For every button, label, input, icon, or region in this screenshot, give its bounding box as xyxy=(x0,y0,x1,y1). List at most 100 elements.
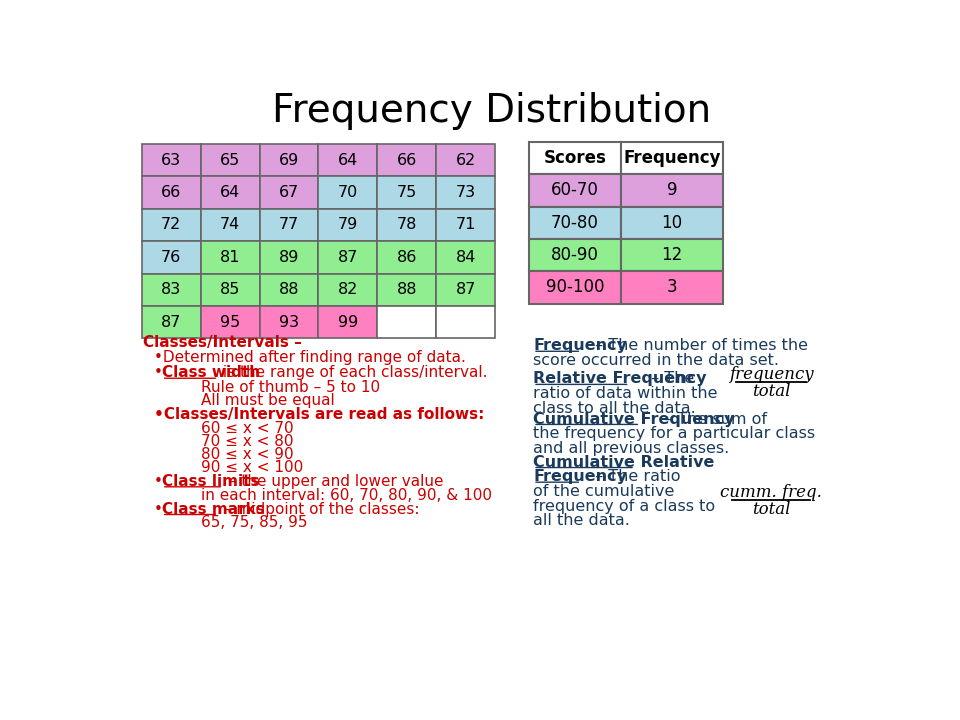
Text: is the range of each class/interval.: is the range of each class/interval. xyxy=(218,365,487,380)
Text: 65: 65 xyxy=(220,153,240,168)
Text: 87: 87 xyxy=(455,282,476,297)
Text: Frequency: Frequency xyxy=(533,338,627,354)
Text: 95: 95 xyxy=(220,315,240,330)
Text: Class width: Class width xyxy=(162,365,260,380)
Text: 80-90: 80-90 xyxy=(551,246,599,264)
Text: 82: 82 xyxy=(338,282,358,297)
Bar xyxy=(201,306,259,338)
Text: Scores: Scores xyxy=(543,149,607,167)
Text: 84: 84 xyxy=(455,250,476,265)
Text: – The: – The xyxy=(646,372,694,387)
Text: 85: 85 xyxy=(220,282,240,297)
Bar xyxy=(377,144,436,176)
Text: 86: 86 xyxy=(396,250,417,265)
Bar xyxy=(377,209,436,241)
Bar xyxy=(259,241,319,274)
Text: •: • xyxy=(155,365,163,380)
Text: 83: 83 xyxy=(161,282,181,297)
Text: and all previous classes.: and all previous classes. xyxy=(533,441,730,456)
Text: 76: 76 xyxy=(161,250,181,265)
Bar xyxy=(319,306,377,338)
Bar xyxy=(621,239,723,271)
Bar xyxy=(259,306,319,338)
Text: 69: 69 xyxy=(278,153,300,168)
Bar xyxy=(259,274,319,306)
Text: 70-80: 70-80 xyxy=(551,214,599,232)
Text: Cumulative Relative: Cumulative Relative xyxy=(533,454,714,469)
Text: total: total xyxy=(752,383,790,400)
Text: 88: 88 xyxy=(396,282,417,297)
Text: 72: 72 xyxy=(161,217,181,233)
Text: Relative Frequency: Relative Frequency xyxy=(533,372,707,387)
Bar xyxy=(201,241,259,274)
Text: 74: 74 xyxy=(220,217,240,233)
Bar xyxy=(377,241,436,274)
Text: •Classes/Intervals are read as follows:: •Classes/Intervals are read as follows: xyxy=(155,407,485,422)
Text: 60-70: 60-70 xyxy=(551,181,599,199)
Bar xyxy=(201,274,259,306)
Text: 75: 75 xyxy=(396,185,417,200)
Text: 3: 3 xyxy=(666,279,677,297)
Text: the frequency for a particular class: the frequency for a particular class xyxy=(533,426,815,441)
Text: 87: 87 xyxy=(161,315,181,330)
Text: 81: 81 xyxy=(220,250,240,265)
Text: 78: 78 xyxy=(396,217,417,233)
Bar xyxy=(436,176,495,209)
Text: Frequency: Frequency xyxy=(623,149,721,167)
Text: frequency: frequency xyxy=(729,366,813,383)
Text: 63: 63 xyxy=(161,153,181,168)
Bar xyxy=(201,209,259,241)
Text: 93: 93 xyxy=(279,315,299,330)
Bar xyxy=(436,274,495,306)
Bar xyxy=(319,144,377,176)
Bar xyxy=(436,209,495,241)
Text: – The number of times the: – The number of times the xyxy=(589,338,807,354)
Bar xyxy=(201,176,259,209)
Bar xyxy=(319,209,377,241)
Bar xyxy=(142,306,201,338)
Bar xyxy=(529,271,621,304)
Text: ratio of data within the: ratio of data within the xyxy=(533,386,717,401)
Text: Class marks: Class marks xyxy=(162,502,265,517)
Bar xyxy=(259,176,319,209)
Text: cumm. freq.: cumm. freq. xyxy=(720,484,822,500)
Bar xyxy=(529,142,621,174)
Text: – The ratio: – The ratio xyxy=(590,469,681,485)
Text: Cumulative Frequency: Cumulative Frequency xyxy=(533,412,734,426)
Text: 62: 62 xyxy=(456,153,476,168)
Text: Classes/Intervals –: Classes/Intervals – xyxy=(143,335,302,349)
Text: 88: 88 xyxy=(278,282,300,297)
Text: – The sum of: – The sum of xyxy=(659,412,767,426)
Text: 12: 12 xyxy=(661,246,683,264)
Bar xyxy=(377,306,436,338)
Text: Frequency: Frequency xyxy=(533,469,627,485)
Text: •: • xyxy=(155,474,163,489)
Text: 71: 71 xyxy=(455,217,476,233)
Bar xyxy=(319,176,377,209)
Text: 64: 64 xyxy=(220,185,240,200)
Bar xyxy=(142,176,201,209)
Text: frequency of a class to: frequency of a class to xyxy=(533,498,715,513)
Text: 70: 70 xyxy=(338,185,358,200)
Bar xyxy=(319,241,377,274)
Bar xyxy=(436,241,495,274)
Bar xyxy=(621,207,723,239)
Bar xyxy=(377,274,436,306)
Text: in each interval: 60, 70, 80, 90, & 100: in each interval: 60, 70, 80, 90, & 100 xyxy=(202,487,492,503)
Text: Frequency Distribution: Frequency Distribution xyxy=(273,92,711,130)
Text: – the upper and lower value: – the upper and lower value xyxy=(224,474,444,489)
Text: 70 ≤ x < 80: 70 ≤ x < 80 xyxy=(202,434,294,449)
Bar xyxy=(377,176,436,209)
Text: 66: 66 xyxy=(396,153,417,168)
Text: 66: 66 xyxy=(161,185,181,200)
Text: 99: 99 xyxy=(338,315,358,330)
Text: 77: 77 xyxy=(278,217,300,233)
Bar xyxy=(621,174,723,207)
Bar xyxy=(319,274,377,306)
Text: 64: 64 xyxy=(338,153,358,168)
Text: 65, 75, 85, 95: 65, 75, 85, 95 xyxy=(202,516,308,531)
Bar xyxy=(436,144,495,176)
Text: 90-100: 90-100 xyxy=(545,279,604,297)
Bar xyxy=(621,142,723,174)
Text: Class limits: Class limits xyxy=(162,474,259,489)
